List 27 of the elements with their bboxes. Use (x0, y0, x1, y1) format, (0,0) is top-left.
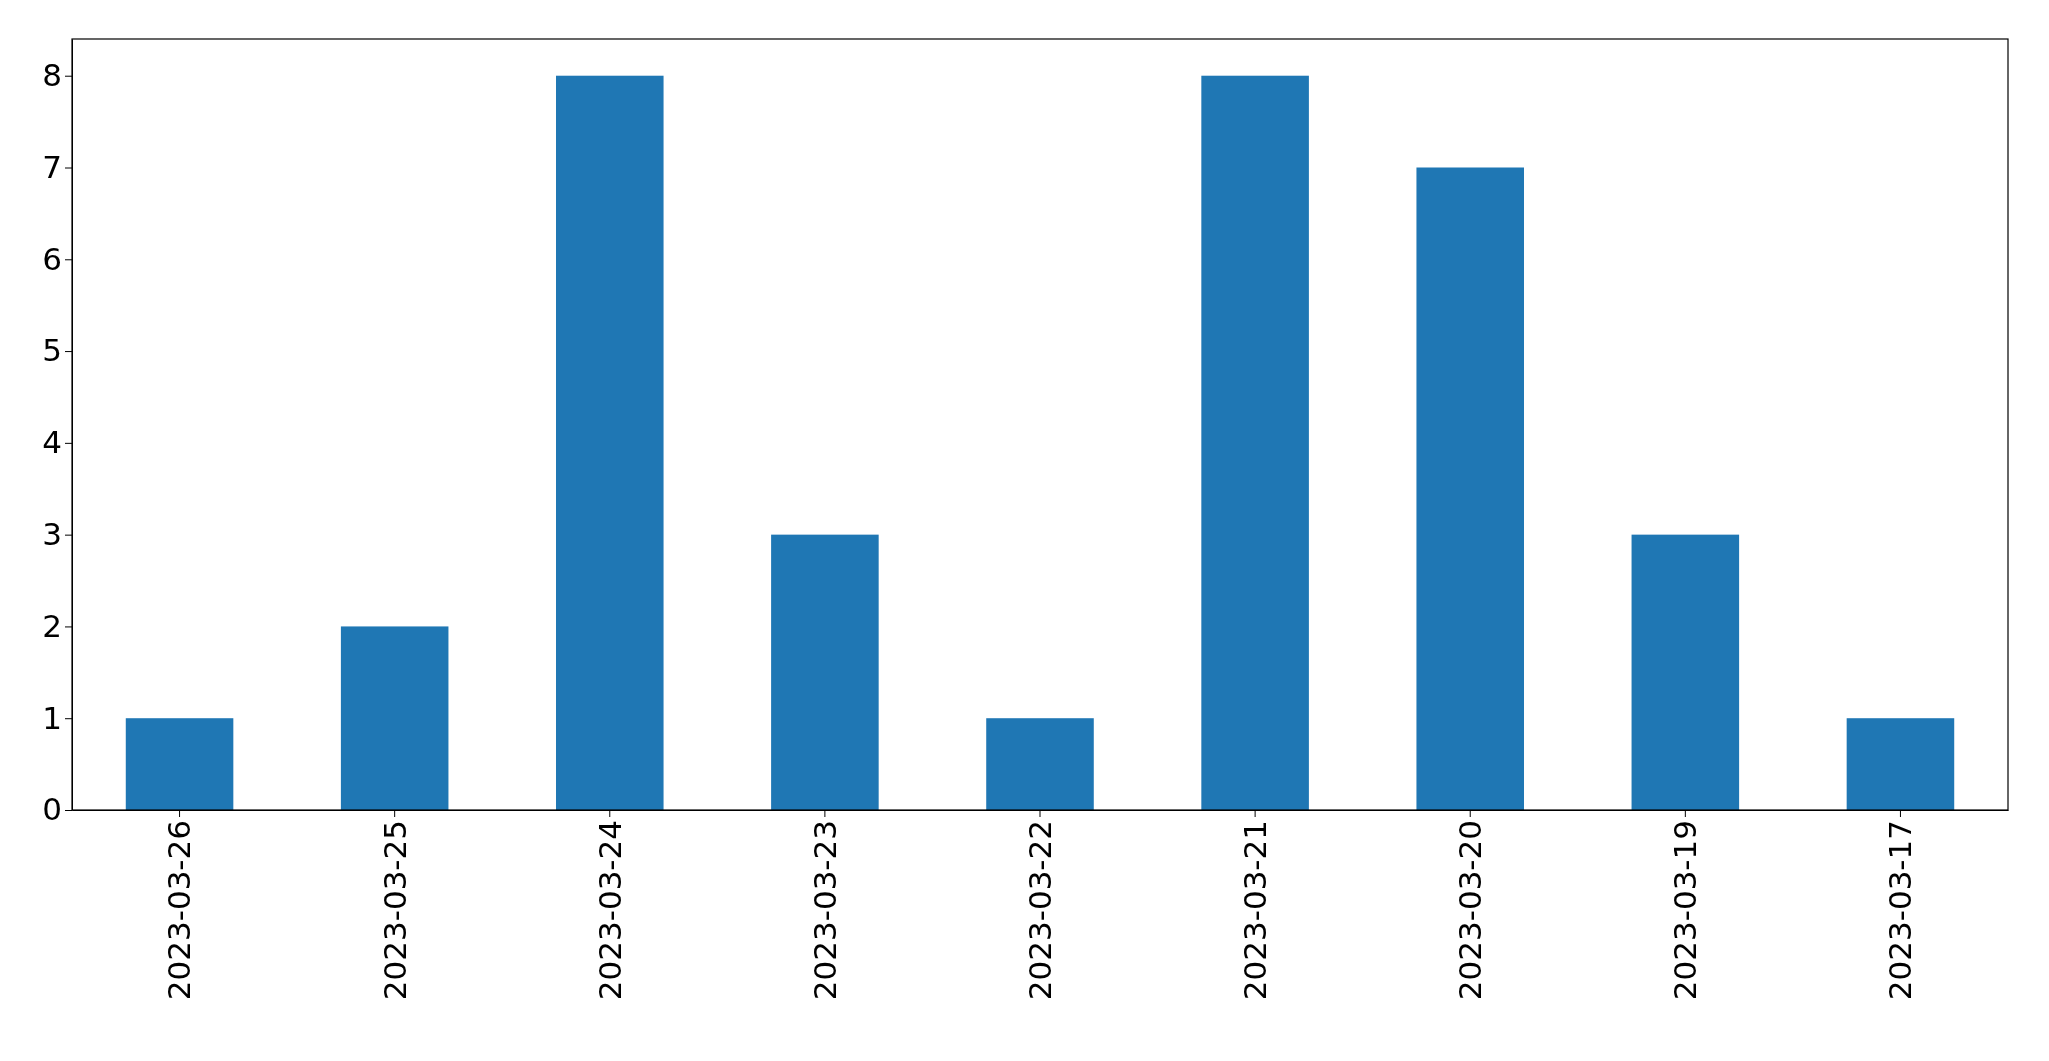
y-tick-label: 1 (42, 699, 62, 736)
bar (986, 718, 1094, 810)
bar (125, 718, 234, 810)
bar (340, 626, 449, 810)
x-tick-label: 2023-03-17 (1882, 820, 1919, 1001)
bar (771, 534, 879, 810)
bar (1631, 534, 1740, 810)
y-tick-label: 0 (42, 791, 62, 828)
x-tick-label: 2023-03-19 (1667, 820, 1704, 1001)
y-tick-label: 5 (42, 332, 62, 369)
bar (1201, 75, 1309, 810)
bar (1416, 167, 1524, 810)
x-tick-label: 2023-03-23 (806, 820, 843, 1001)
y-tick-label: 2 (42, 607, 62, 644)
bar (1846, 718, 1955, 810)
bar (556, 75, 664, 810)
y-tick-label: 7 (42, 148, 62, 185)
x-tick-label: 2023-03-24 (591, 820, 628, 1001)
x-tick-label: 2023-03-25 (376, 820, 413, 1001)
x-tick-label: 2023-03-20 (1452, 820, 1489, 1001)
x-tick-label: 2023-03-21 (1236, 820, 1273, 1001)
x-tick-label: 2023-03-26 (161, 820, 198, 1001)
y-tick-label: 3 (42, 516, 62, 553)
y-tick-label: 6 (42, 240, 62, 277)
x-tick-label: 2023-03-22 (1021, 820, 1058, 1001)
y-tick-label: 8 (42, 57, 62, 94)
y-tick-label: 4 (42, 424, 62, 461)
